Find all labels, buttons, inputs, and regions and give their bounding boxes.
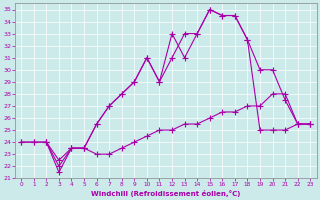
X-axis label: Windchill (Refroidissement éolien,°C): Windchill (Refroidissement éolien,°C)	[91, 190, 240, 197]
